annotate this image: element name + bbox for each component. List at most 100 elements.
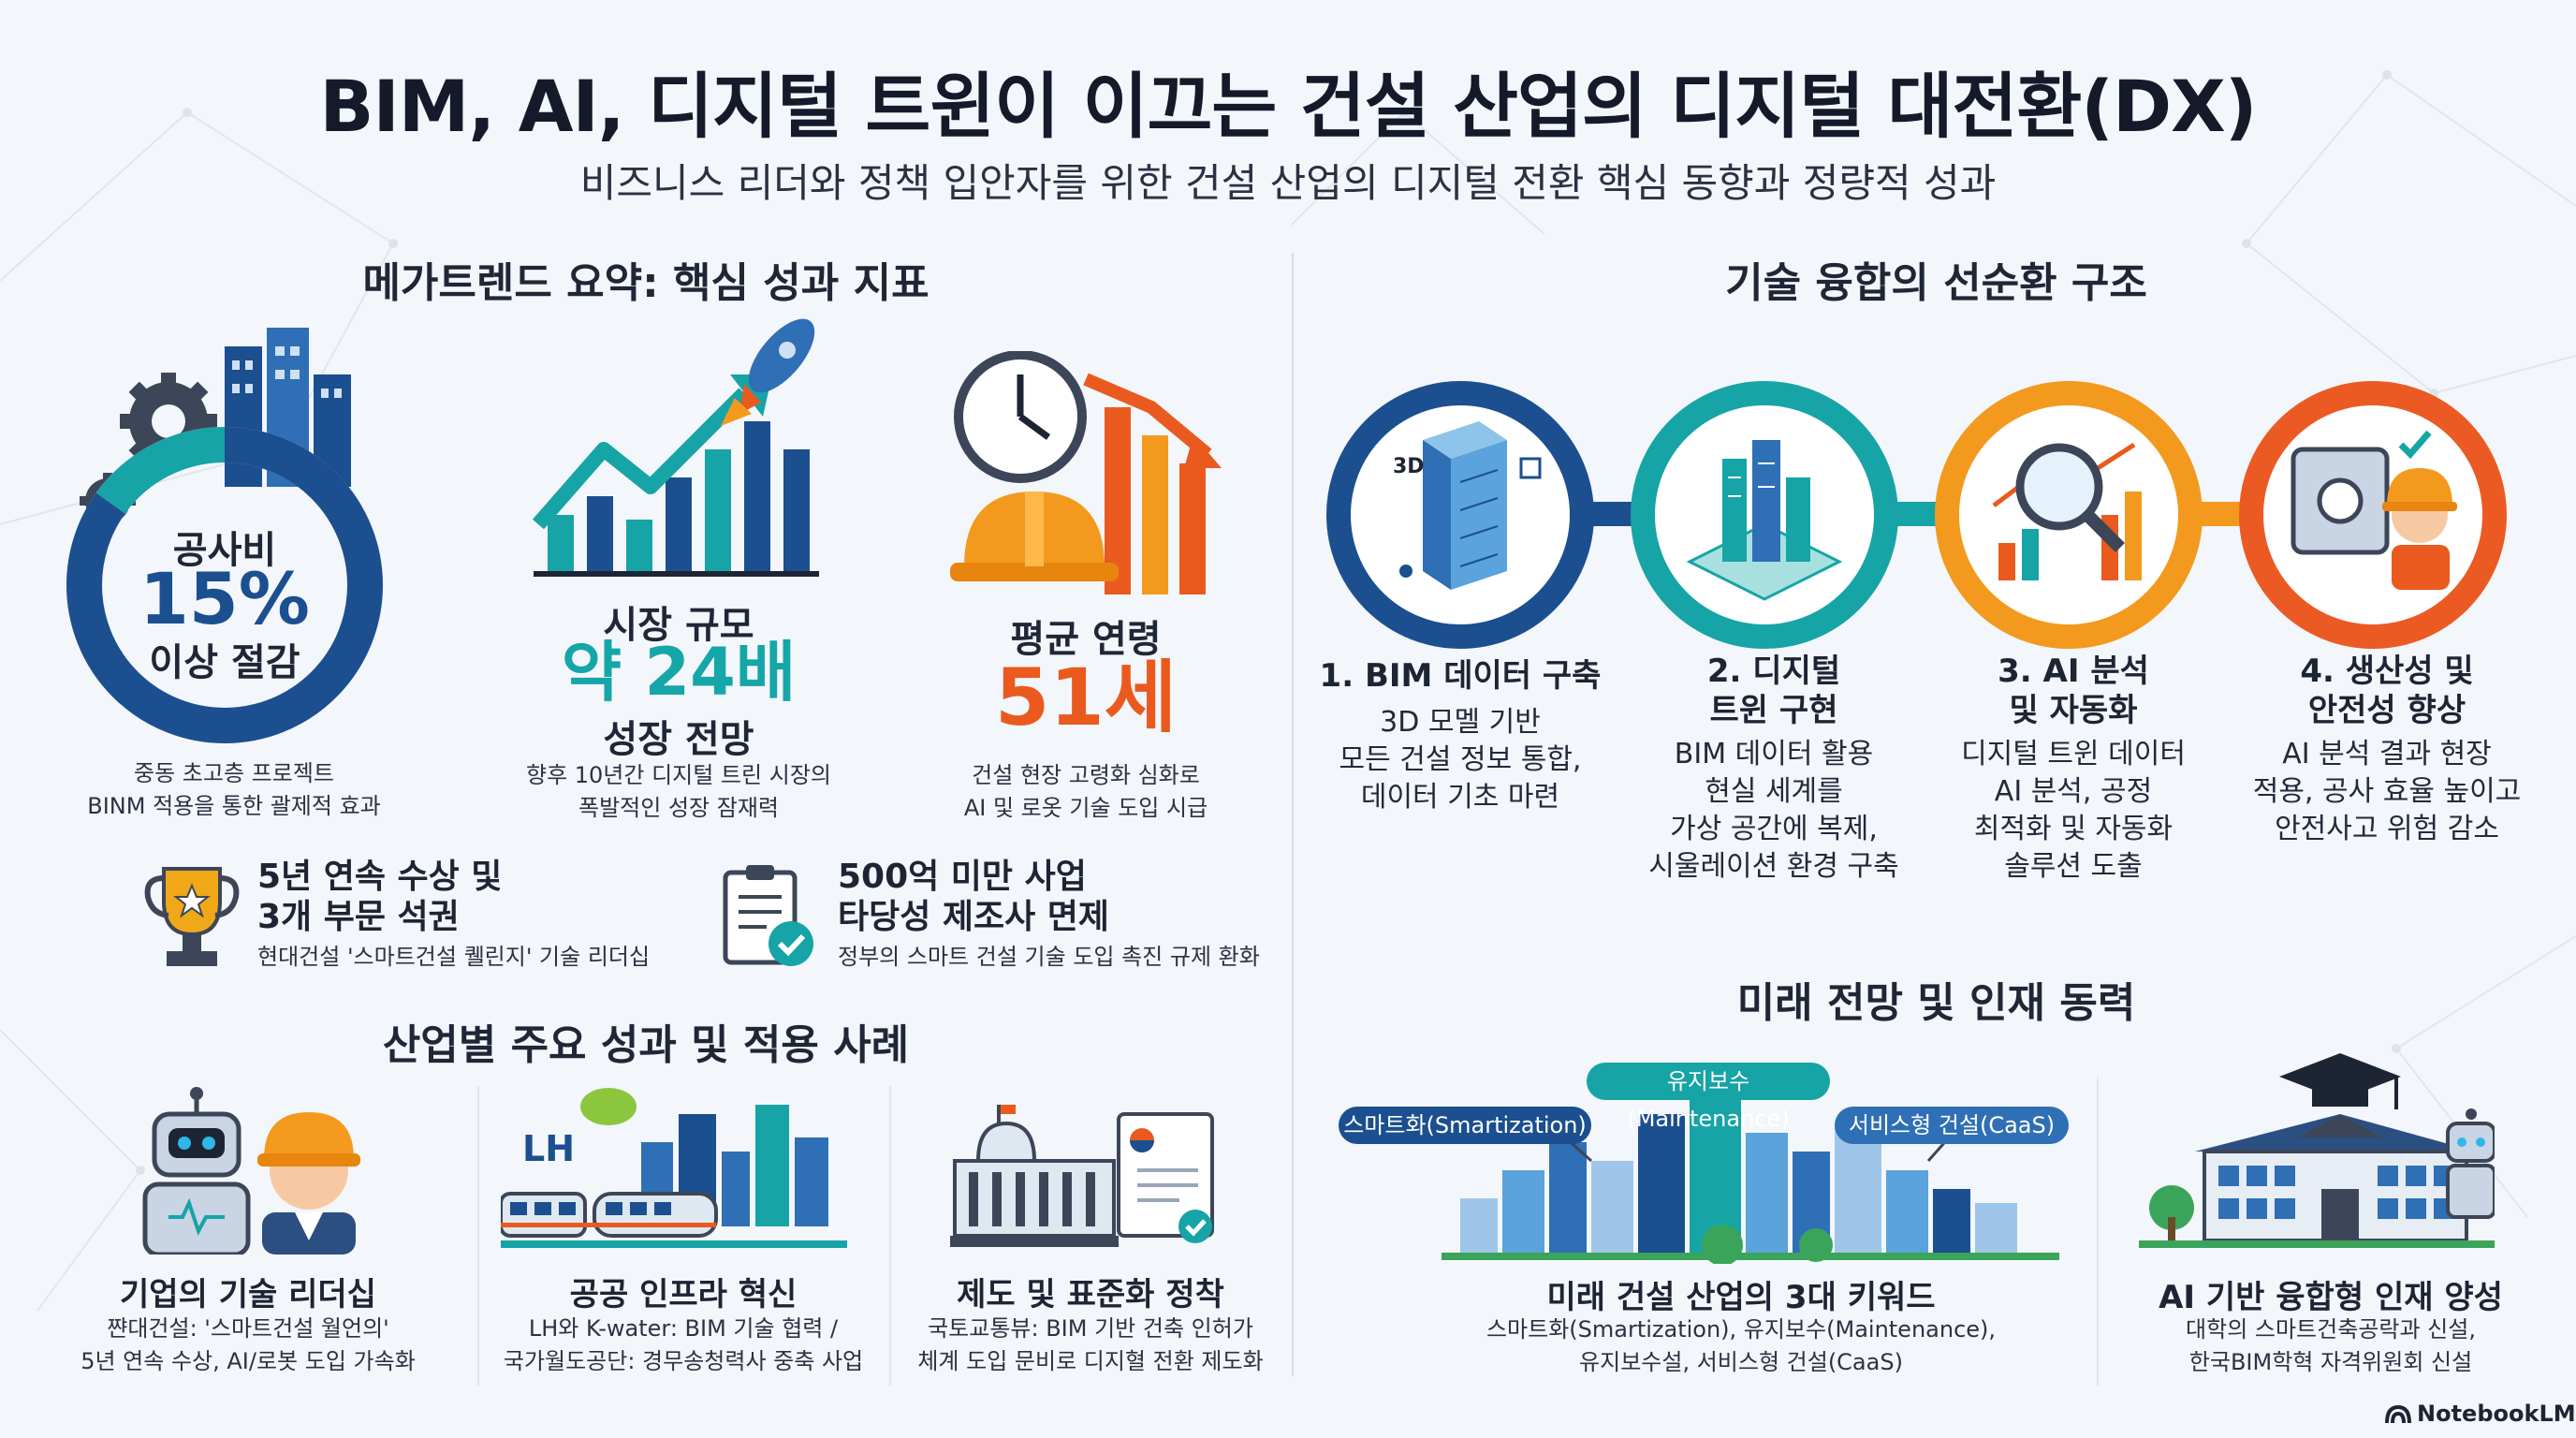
market-desc-1: 향후 10년간 디지털 트린 시장의 <box>525 762 831 788</box>
case-3-desc-1: 국토교통뷰: BIM 기반 건축 인허가 <box>928 1315 1253 1342</box>
age-desc-1: 건설 현장 고령화 심화로 <box>972 762 1200 788</box>
step-4-line-1: AI 분석 결과 현장 <box>2282 738 2492 770</box>
checklist-icon <box>723 865 813 966</box>
step-1-title-1: 1. BIM 데이터 구축 <box>1319 657 1602 695</box>
cost-desc-1: 중동 초고층 프로젝트 <box>134 760 334 786</box>
future-heading: 미래 전망 및 인재 동력 <box>1736 979 2136 1027</box>
caas-pill: 서비스형 건설(CaaS) <box>1835 1107 2069 1144</box>
city-skyline-icon <box>641 1105 828 1226</box>
lh-logo: LH <box>522 1128 576 1169</box>
talent-desc-2: 한국BIM학혁 자격위원회 신설 <box>2188 1349 2473 1375</box>
achievement-1-desc: 현대건설 '스마트건설 퀠린지' 기술 리더십 <box>257 944 651 970</box>
achievement-1-title-1: 5년 연속 수상 및 <box>257 858 503 896</box>
growth-chart-graphic <box>532 318 819 577</box>
cost-desc-2: BINM 적용을 통한 괄제적 효과 <box>87 793 381 819</box>
step-4-line-3: 안전사고 위험 감소 <box>2275 813 2499 845</box>
talent-desc-1: 대학의 스마트건축공락과 신설, <box>2186 1316 2476 1343</box>
step-2-title-1: 2. 디지털 <box>1706 653 1841 690</box>
document-icon <box>1117 1112 1214 1243</box>
keywords-desc-1: 스마트화(Smartization), 유지보수(Maintenance), <box>1486 1316 1997 1343</box>
aging-graphic <box>950 351 1222 594</box>
future-divider <box>2097 1077 2099 1386</box>
university-graphic <box>2139 1053 2495 1248</box>
notebooklm-logo-icon <box>2385 1404 2411 1424</box>
market-value: 약 24배 <box>561 634 797 711</box>
market-label-bottom: 성장 전망 <box>603 718 754 761</box>
talent-title: AI 기반 융합형 인재 양성 <box>2159 1279 2503 1316</box>
school-building-icon <box>2139 1114 2495 1248</box>
step-3-line-3: 최적화 및 자동화 <box>1973 813 2174 845</box>
step-1-line-3: 데이터 기초 마련 <box>1360 781 1560 814</box>
cases-heading: 산업별 주요 성과 및 적용 사례 <box>382 1021 910 1069</box>
graduation-cap-icon <box>2279 1053 2401 1109</box>
step-2-line-2: 현실 세계를 <box>1705 775 1843 808</box>
market-desc-2: 폭발적인 성장 잠재력 <box>578 795 779 821</box>
case-3-desc-2: 체계 도입 문비로 디지혈 전환 제도화 <box>917 1348 1264 1374</box>
smartization-pill: 스마트화(Smartization) <box>1339 1107 1591 1144</box>
train-icon <box>501 1192 718 1238</box>
step-2-line-3: 가상 공간에 복제, <box>1670 813 1878 845</box>
digital-twin-city-icon <box>1686 440 1843 601</box>
case-divider-1 <box>477 1086 479 1386</box>
clock-icon <box>954 351 1087 483</box>
cost-donut-graphic <box>66 328 383 743</box>
cost-value: 15% <box>139 557 310 640</box>
worker-icon <box>257 1112 360 1255</box>
notebooklm-logo-text: NotebookLM <box>2417 1401 2576 1427</box>
future-city-graphic <box>1442 1078 2059 1264</box>
robot-icon <box>142 1087 251 1255</box>
3d-icon-label: 3D <box>1393 455 1425 478</box>
ai-analysis-magnifier-icon <box>1992 442 2142 580</box>
age-label-top: 평균 연령 <box>1010 618 1162 661</box>
rocket-icon <box>721 318 815 426</box>
cycle-ring-chain <box>1326 381 2507 649</box>
case-2-desc-1: LH와 K-water: BIM 기술 협력 / <box>528 1315 839 1342</box>
future-skyline-icon <box>1442 1095 2059 1264</box>
trend-arrow-icon <box>532 388 750 530</box>
step-3-title-1: 3. AI 분석 <box>1998 653 2149 690</box>
case-1-desc-1: 쨘대건설: '스마트건설 월언의' <box>107 1315 389 1342</box>
step-3-title-2: 및 자동화 <box>2009 692 2138 729</box>
achievement-1-title-2: 3개 부문 석권 <box>257 898 460 936</box>
step-4-title-1: 4. 생산성 및 <box>2300 653 2474 690</box>
cost-label-bottom: 이상 절감 <box>149 641 300 684</box>
vertical-divider <box>1292 253 1294 1376</box>
step-4-title-2: 안전성 향상 <box>2307 692 2466 729</box>
maintenance-pill: 유지보수(Maintenance) <box>1587 1063 1830 1132</box>
notebooklm-badge: NotebookLM <box>2385 1401 2576 1429</box>
safe-and-worker-icon <box>2291 430 2457 590</box>
step-1-line-1: 3D 모멜 기반 <box>1380 706 1541 739</box>
robot-and-worker-graphic <box>142 1087 360 1255</box>
lh-leaf-icon <box>580 1088 637 1125</box>
step-3-line-2: AI 분석, 공정 <box>1994 775 2153 808</box>
step-2-title-2: 트윈 구현 <box>1709 692 1838 729</box>
step-2-line-1: BIM 데이터 활용 <box>1674 738 1874 770</box>
keywords-title: 미래 건설 산업의 3대 키워드 <box>1546 1279 1936 1316</box>
hard-hat-icon <box>950 492 1119 581</box>
bim-building-icon <box>1399 421 1542 590</box>
government-building-icon <box>950 1105 1119 1247</box>
case-1-title: 기업의 기술 리더십 <box>120 1276 376 1313</box>
step-2-line-4: 시울레이션 환경 구축 <box>1648 850 1899 883</box>
case-2-title: 공공 인프라 혁신 <box>569 1276 798 1313</box>
achievement-2-title-2: 타당성 제조사 면제 <box>838 898 1110 936</box>
case-2-desc-2: 국가월도공단: 경무송청력사 중축 사업 <box>503 1348 864 1374</box>
achievement-2-desc: 정부의 스마트 건설 기술 도입 촉진 규제 환화 <box>838 944 1260 970</box>
cost-label-top: 공사비 <box>172 529 277 572</box>
page-subtitle: 비즈니스 리더와 정책 입안자를 위한 건설 산업의 디지털 전환 핵심 동향과… <box>579 160 1997 206</box>
step-4-line-2: 적용, 공사 효율 높이고 <box>2252 775 2522 808</box>
step-3-line-1: 디지털 트윈 데이터 <box>1961 738 2186 770</box>
achievement-2-title-1: 500억 미만 사업 <box>838 858 1087 896</box>
step-3-line-4: 솔루션 도출 <box>2004 850 2143 883</box>
case-divider-2 <box>889 1086 891 1386</box>
metrics-heading: 메가트렌드 요약: 핵심 성과 지표 <box>362 259 929 307</box>
step-1-line-2: 모든 건설 정보 통합, <box>1339 743 1582 776</box>
age-desc-2: AI 및 로옷 기술 도입 시급 <box>963 795 1208 821</box>
cycle-heading: 기술 융합의 선순환 구조 <box>1725 259 2147 307</box>
age-value: 51세 <box>994 652 1178 743</box>
trophy-icon <box>144 867 240 966</box>
bar-chart-icon <box>534 421 819 577</box>
keywords-desc-2: 유지보수설, 서비스형 건설(CaaS) <box>1579 1349 1903 1375</box>
case-3-title: 제도 및 표준화 정착 <box>957 1276 1224 1313</box>
